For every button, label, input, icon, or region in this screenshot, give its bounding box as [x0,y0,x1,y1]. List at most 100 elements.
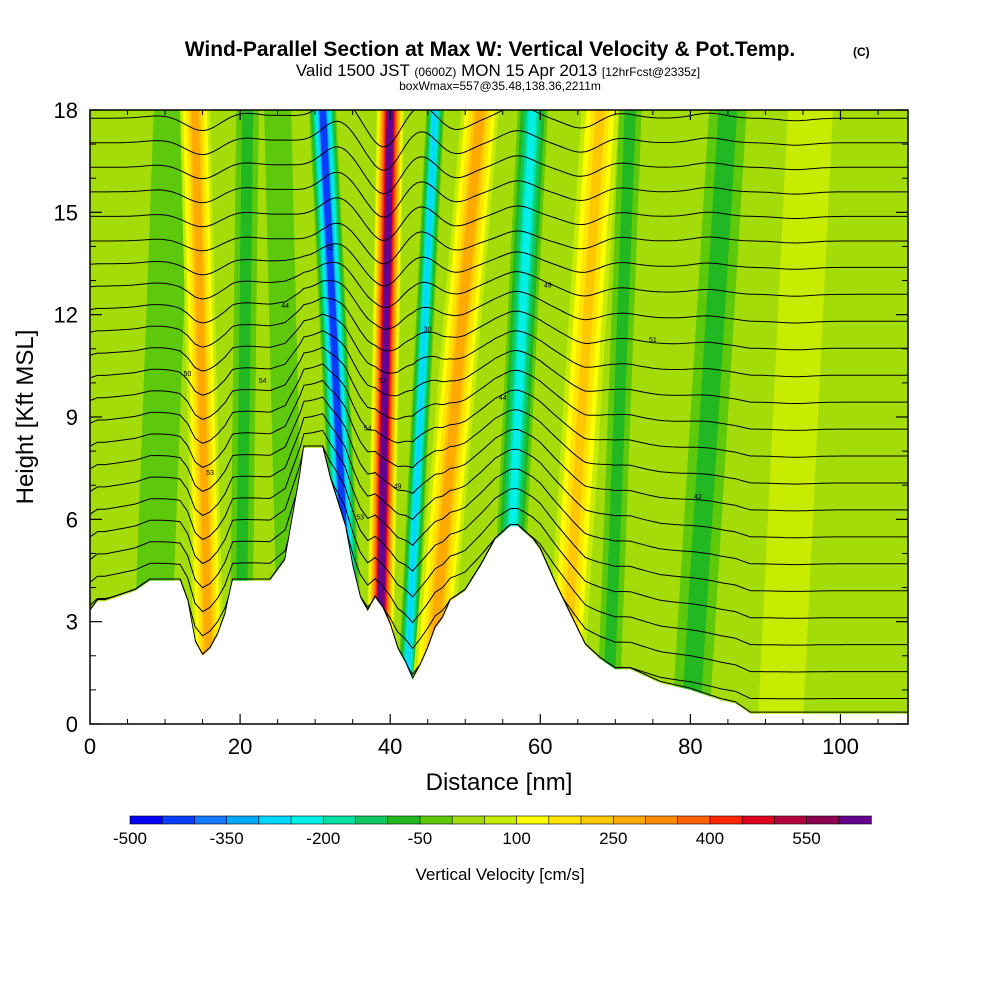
plot-area: 50 53 54 44 52 53 54 52 49 30 44 49 51 42 [90,110,908,724]
isentrope-label: 52 [326,245,334,252]
colorbar-swatch [741,815,776,825]
isentrope-line [90,396,908,512]
isentrope-label: 30 [424,327,432,334]
axes: 0 20 40 60 80 100 0 3 6 9 12 15 18 [54,98,908,759]
velocity-band-12-level-0 [757,110,833,724]
x-tick-label: 0 [84,734,96,759]
isentrope-labels: 50 53 54 44 52 53 54 52 49 30 44 49 51 42 [184,245,702,521]
colorbar-label: Vertical Velocity [cm/s] [415,865,584,884]
isentrope-line [90,120,908,171]
isentrope-line [90,445,908,592]
x-tick-label: 60 [528,734,552,759]
colorbar-tick-label: -200 [306,829,340,848]
velocity-band-2-level-1 [234,110,254,724]
velocity-band-1-level-4 [191,110,214,724]
colorbar-swatch [419,815,453,825]
y-axis-label: Height [Kft MSL] [12,330,39,505]
isentrope-line [90,445,908,619]
valid-date: MON 15 Apr 2013 [461,61,597,80]
velocity-band-7-level-4 [423,110,485,724]
isentrope-line [90,261,908,309]
colorbar-swatch [774,815,808,825]
colorbar-swatch [355,815,389,825]
isentrope-line [90,146,908,195]
y-tick-label: 15 [54,200,78,225]
x-tick-label: 40 [378,734,402,759]
isentrope-label: 51 [649,337,657,344]
colorbar-swatch [323,815,357,825]
colorbar-swatch [838,815,872,825]
colorbar-swatch [580,815,614,825]
isentrope-line [90,296,908,352]
isentrope-line [90,346,908,431]
y-tick-label: 9 [66,405,78,430]
isentrope-label: 54 [364,426,372,433]
velocity-band-10-level-1 [602,110,636,724]
colorbar-swatch [709,815,743,825]
colorbar-swatch [387,815,421,825]
colorbar-tick-label: 400 [696,829,724,848]
y-tick-label: 12 [54,303,78,328]
colorbar-swatch [290,815,325,825]
chart-subtitle: Valid 1500 JST (0600Z) MON 15 Apr 2013 [… [296,61,700,80]
y-tick-label: 6 [66,507,78,532]
isentrope-line [90,110,908,148]
colorbar-tick-label: -500 [113,829,147,848]
colorbar-tick-label: 550 [792,829,820,848]
isentrope-label: 52 [379,378,387,385]
x-axis-label: Distance [nm] [426,769,573,796]
isentrope-label: 44 [499,395,507,402]
colorbar-tick-label: -350 [210,829,244,848]
colorbar-swatch [161,815,196,825]
isentrope-line [90,429,908,566]
isentrope-line [90,379,908,485]
colorbar-swatch [548,815,582,825]
isentrope-label: 44 [281,303,289,310]
isentrope-line [90,222,908,265]
isentrope-line [90,445,908,646]
terrain [90,447,908,724]
isentrope-line [90,171,908,218]
isentrope-line [90,363,908,458]
colorbar-swatch [451,815,486,825]
isentrope-line [90,330,908,404]
isentropes [90,110,908,713]
colorbar-swatch [194,815,228,825]
chart-title: Wind-Parallel Section at Max W: Vertical… [185,38,796,61]
isentrope-line [90,243,908,287]
colorbar-swatch [612,815,647,825]
isentrope-line [90,413,908,539]
isentrope-label: 49 [394,484,402,491]
box-info: boxWmax=557@35.48,138.36,2211m [399,79,601,93]
isentrope-label: 53 [356,514,364,521]
colorbar-swatch [258,815,292,825]
isentrope-line [90,280,908,330]
isentrope-label: 53 [206,470,214,477]
valid-time: Valid 1500 JST [296,61,410,80]
colorbar-swatch [484,815,518,825]
forecast-info: [12hrFcst@2335z] [602,65,700,79]
isentrope-line [90,313,908,378]
isentrope-label: 42 [694,494,702,501]
velocity-band-11-level-1 [680,110,738,724]
x-tick-label: 80 [678,734,702,759]
isentrope-line [90,197,908,242]
colorbar-swatch [645,815,679,825]
colorbar-swatch [516,815,550,825]
x-tick-label: 20 [228,734,252,759]
colorbar-tick-label: -50 [408,829,433,848]
y-tick-label: 18 [54,98,78,123]
colorbar-swatch [226,815,260,825]
isentrope-label: 49 [544,282,552,289]
copyright-mark: (C) [853,45,870,59]
y-tick-label: 3 [66,610,78,635]
x-tick-label: 100 [822,734,859,759]
velocity-band-5-level-11 [375,110,394,724]
colorbar-tick-label: 250 [599,829,627,848]
velocity-band-0-level-0 [131,110,192,724]
velocity-band-9-level-3 [558,110,606,724]
colorbar-swatch [677,815,711,825]
isentrope-label: 54 [259,378,267,385]
colorbar-tick-label: 100 [502,829,530,848]
